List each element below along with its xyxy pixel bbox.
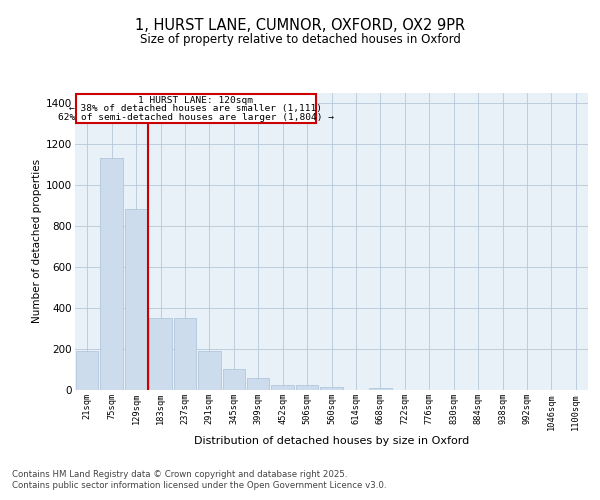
- Text: 1 HURST LANE: 120sqm: 1 HURST LANE: 120sqm: [139, 96, 253, 104]
- Bar: [320, 387, 343, 390]
- Bar: [173, 318, 196, 390]
- Text: ← 38% of detached houses are smaller (1,111): ← 38% of detached houses are smaller (1,…: [70, 104, 322, 114]
- Bar: [296, 386, 319, 390]
- Text: Contains public sector information licensed under the Open Government Licence v3: Contains public sector information licen…: [12, 481, 386, 490]
- Bar: [76, 94, 316, 124]
- Text: Size of property relative to detached houses in Oxford: Size of property relative to detached ho…: [140, 32, 460, 46]
- Text: 1, HURST LANE, CUMNOR, OXFORD, OX2 9PR: 1, HURST LANE, CUMNOR, OXFORD, OX2 9PR: [135, 18, 465, 32]
- Bar: [369, 388, 392, 390]
- Bar: [247, 378, 269, 390]
- Bar: [149, 318, 172, 390]
- Bar: [76, 351, 98, 390]
- Y-axis label: Number of detached properties: Number of detached properties: [32, 159, 42, 324]
- Text: 62% of semi-detached houses are larger (1,804) →: 62% of semi-detached houses are larger (…: [58, 113, 334, 122]
- X-axis label: Distribution of detached houses by size in Oxford: Distribution of detached houses by size …: [194, 436, 469, 446]
- Text: Contains HM Land Registry data © Crown copyright and database right 2025.: Contains HM Land Registry data © Crown c…: [12, 470, 347, 479]
- Bar: [198, 351, 221, 390]
- Bar: [271, 385, 294, 390]
- Bar: [223, 370, 245, 390]
- Bar: [125, 210, 148, 390]
- Bar: [100, 158, 123, 390]
